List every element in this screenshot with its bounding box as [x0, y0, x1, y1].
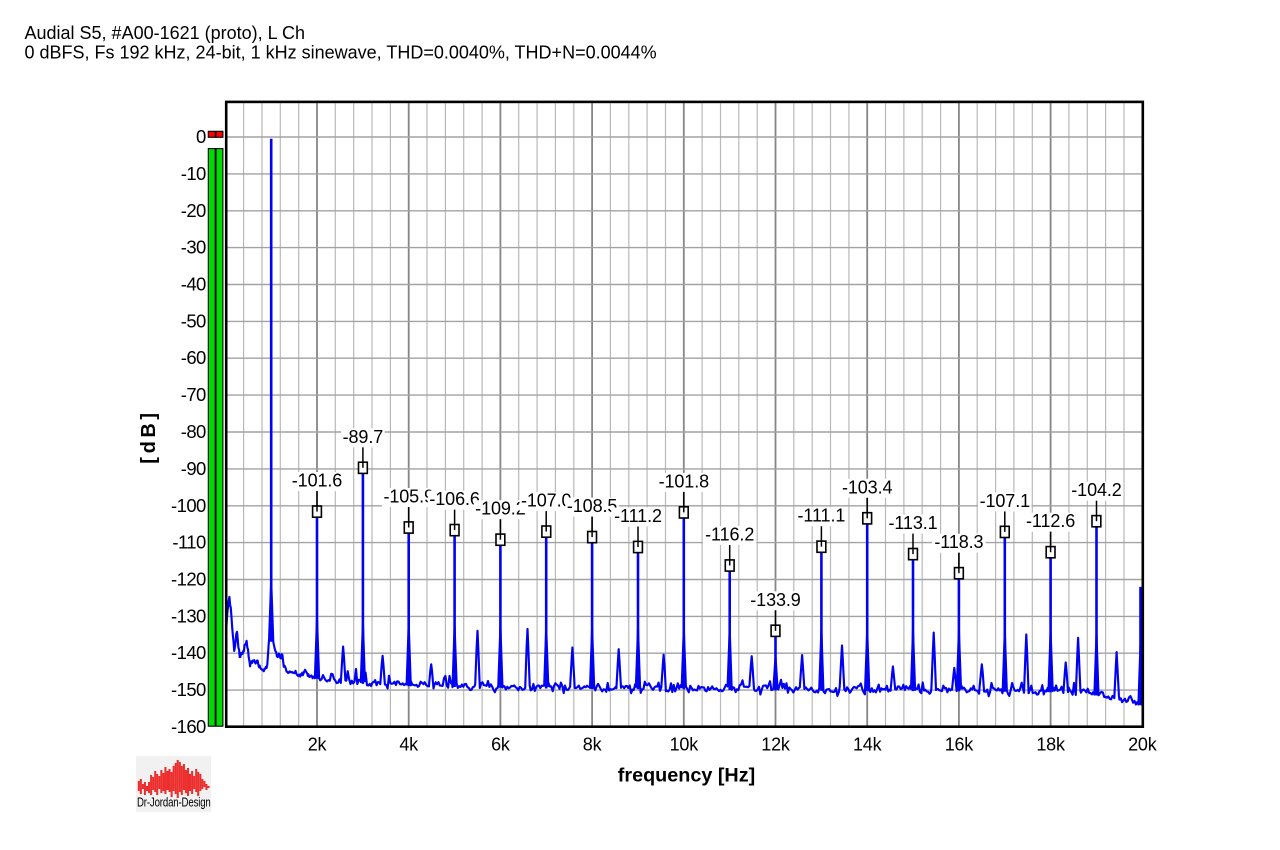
svg-text:-70: -70 [181, 384, 206, 405]
svg-text:-30: -30 [181, 237, 206, 258]
svg-text:-104.2: -104.2 [1071, 480, 1122, 500]
svg-text:-116.2: -116.2 [705, 525, 754, 545]
svg-text:Dr-Jordan-Design: Dr-Jordan-Design [137, 796, 211, 810]
svg-text:frequency [Hz]: frequency [Hz] [618, 765, 755, 787]
svg-text:-113.1: -113.1 [888, 513, 937, 533]
svg-text:10k: 10k [670, 735, 700, 755]
svg-text:-60: -60 [181, 347, 206, 368]
svg-text:0: 0 [196, 126, 206, 147]
svg-text:-107.0: -107.0 [521, 491, 572, 511]
svg-text:[dB]: [dB] [138, 409, 160, 463]
svg-text:14k: 14k [853, 735, 883, 755]
svg-text:-80: -80 [181, 421, 206, 442]
svg-text:-105.9: -105.9 [383, 487, 434, 507]
svg-text:-150: -150 [171, 679, 206, 700]
svg-text:-101.6: -101.6 [292, 471, 343, 491]
svg-text:-20: -20 [181, 200, 206, 221]
svg-text:18k: 18k [1036, 735, 1066, 755]
svg-text:-40: -40 [181, 274, 206, 295]
svg-text:4k: 4k [399, 735, 419, 755]
svg-text:12k: 12k [761, 735, 791, 755]
svg-text:0 dBFS, Fs 192 kHz, 24-bit, 1: 0 dBFS, Fs 192 kHz, 24-bit, 1 kHz sinewa… [25, 42, 657, 62]
svg-text:16k: 16k [945, 735, 975, 755]
svg-text:-108.5: -108.5 [567, 496, 618, 516]
svg-text:-103.4: -103.4 [842, 477, 893, 497]
svg-text:-50: -50 [181, 310, 206, 331]
svg-text:-10: -10 [181, 163, 206, 184]
svg-text:-106.6: -106.6 [429, 489, 480, 509]
svg-text:2k: 2k [308, 735, 328, 755]
svg-text:-120: -120 [171, 569, 206, 590]
svg-text:-133.9: -133.9 [750, 590, 801, 610]
svg-text:-110: -110 [172, 532, 206, 553]
svg-text:-140: -140 [171, 642, 206, 663]
svg-text:-112.6: -112.6 [1026, 511, 1075, 531]
svg-text:-90: -90 [181, 458, 206, 479]
svg-text:-111.1: -111.1 [798, 506, 846, 526]
svg-text:-107.1: -107.1 [980, 491, 1031, 511]
svg-text:-160: -160 [171, 716, 206, 737]
svg-text:-111.2: -111.2 [614, 506, 662, 526]
svg-text:8k: 8k [583, 735, 603, 755]
svg-text:-130: -130 [171, 605, 206, 626]
svg-text:-89.7: -89.7 [343, 427, 384, 447]
svg-text:-109.2: -109.2 [475, 499, 526, 519]
svg-text:Audial S5, #A00-1621 (proto),: Audial S5, #A00-1621 (proto), L Ch [25, 23, 306, 43]
svg-text:20k: 20k [1128, 735, 1158, 755]
svg-text:6k: 6k [491, 735, 511, 755]
svg-text:-101.8: -101.8 [659, 471, 710, 491]
svg-text:-100: -100 [171, 495, 206, 516]
svg-text:-118.3: -118.3 [934, 532, 983, 552]
